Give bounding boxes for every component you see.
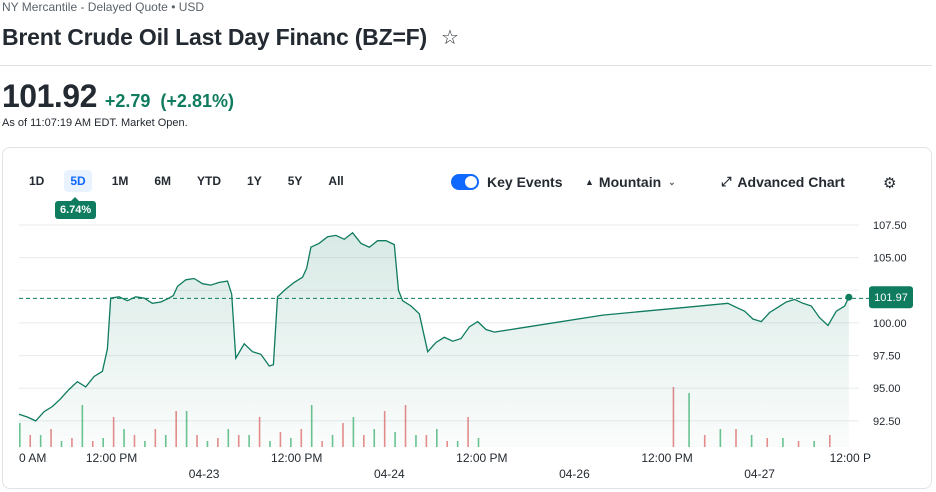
y-tick-label: 107.50 xyxy=(873,220,907,232)
last-price: 101.92 xyxy=(2,78,97,114)
range-1y[interactable]: 1Y xyxy=(247,174,262,188)
x-tick-label: 12:00 PM xyxy=(86,451,137,465)
mountain-icon: ▲ xyxy=(585,177,594,187)
chevron-down-icon: ⌄ xyxy=(668,176,676,187)
x-tick-label: 0 AM xyxy=(19,451,46,465)
range-5d[interactable]: 5D xyxy=(64,170,92,192)
y-tick-label: 92.50 xyxy=(873,416,901,428)
divider xyxy=(0,65,932,66)
range-1m[interactable]: 1M xyxy=(111,174,129,188)
x-tick-label: 04-26 xyxy=(559,467,590,481)
last-price-marker xyxy=(845,293,853,301)
toggle-switch[interactable] xyxy=(451,174,479,190)
price-line xyxy=(18,231,850,422)
key-events-label: Key Events xyxy=(487,174,563,190)
title-row: Brent Crude Oil Last Day Financ (BZ=F) ☆ xyxy=(2,24,459,51)
last-price-label: 101.97 xyxy=(874,292,908,304)
star-icon[interactable]: ☆ xyxy=(441,26,459,49)
key-events-toggle[interactable]: Key Events xyxy=(451,174,562,190)
last-price-tag xyxy=(869,286,913,309)
x-tick-label: 12:00 PM xyxy=(271,451,322,465)
toggle-knob xyxy=(465,176,477,188)
expand-icon: ⤢ xyxy=(721,174,732,189)
y-tick-label: 100.00 xyxy=(873,318,907,330)
price-area xyxy=(19,232,849,447)
y-tick-label: 97.50 xyxy=(873,351,901,363)
y-tick-label: 95.00 xyxy=(873,383,901,395)
advanced-chart-label: Advanced Chart xyxy=(737,174,845,190)
range-change-badge: 6.74% xyxy=(55,197,97,219)
range-1d[interactable]: 1D xyxy=(29,174,45,188)
page-title: Brent Crude Oil Last Day Financ (BZ=F) xyxy=(2,24,427,50)
price-change-percent: (+2.81%) xyxy=(160,91,234,111)
range-6m[interactable]: 6M xyxy=(154,174,172,188)
price-chart[interactable]: 107.50105.00102.50100.0097.5095.0092.501… xyxy=(3,148,931,488)
x-tick-label: 12:00 P xyxy=(830,451,871,465)
chart-card: 1D 5D 1M 6M YTD 1Y 5Y All 6.74% Key Events ▲ Mo… xyxy=(2,147,932,489)
advanced-chart-button[interactable]: ⤢ Advanced Chart xyxy=(721,174,845,190)
x-tick-label: 04-27 xyxy=(744,467,775,481)
range-ytd[interactable]: YTD xyxy=(197,174,222,188)
chart-type-dropdown[interactable]: ▲ Mountain ⌄ xyxy=(585,174,676,190)
x-tick-label: 12:00 PM xyxy=(456,451,507,465)
chart-type-label: Mountain xyxy=(598,174,662,190)
x-tick-label: 04-24 xyxy=(374,467,405,481)
x-tick-label: 12:00 PM xyxy=(641,451,692,465)
y-tick-label: 105.00 xyxy=(873,253,907,265)
gear-icon[interactable]: ⚙ xyxy=(883,175,897,192)
exchange-info: NY Mercantile - Delayed Quote • USD xyxy=(2,0,205,14)
price-change: +2.79 xyxy=(104,91,151,111)
range-5y[interactable]: 5Y xyxy=(287,174,303,188)
range-all[interactable]: All xyxy=(328,174,344,188)
quote-row: 101.92 +2.79 (+2.81%) xyxy=(2,78,234,115)
range-selector: 1D 5D 1M 6M YTD 1Y 5Y All xyxy=(23,170,364,192)
quote-timestamp: As of 11:07:19 AM EDT. Market Open. xyxy=(2,117,188,129)
x-tick-label: 04-23 xyxy=(189,467,220,481)
